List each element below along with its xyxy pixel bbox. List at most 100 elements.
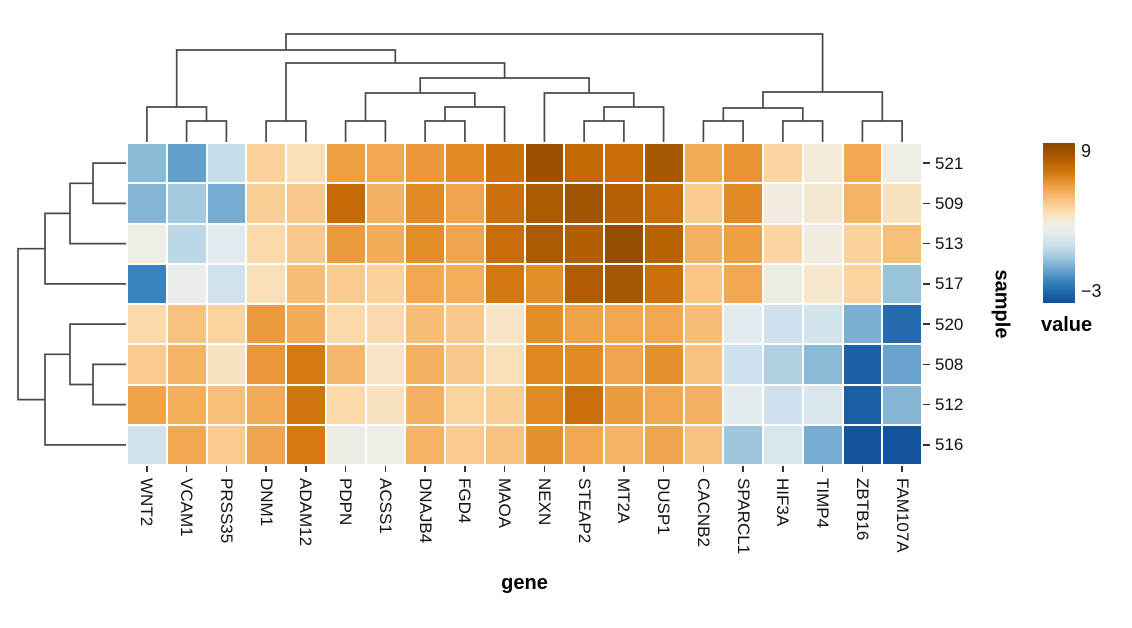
heatmap-cell: [763, 263, 803, 304]
sample-label: 512: [935, 395, 964, 415]
heatmap-cell: [802, 183, 843, 224]
sample-label: 513: [935, 234, 964, 254]
heatmap-cell: [802, 384, 843, 425]
heatmap-cell: [246, 304, 286, 345]
heatmap-cell: [445, 143, 485, 184]
heatmap-cell: [484, 384, 525, 425]
heatmap-cell: [286, 344, 326, 385]
x-tick: [821, 466, 824, 472]
heatmap-cell: [564, 344, 604, 385]
heatmap-cell: [723, 304, 763, 345]
heatmap-cell: [564, 424, 604, 465]
heatmap-cell: [445, 183, 485, 224]
heatmap-cell: [325, 344, 366, 385]
x-tick: [662, 466, 665, 472]
gene-label: ZBTB16: [852, 478, 872, 541]
heatmap-cell: [206, 304, 247, 345]
heatmap-cell: [286, 223, 326, 264]
heatmap-cell: [246, 384, 286, 425]
heatmap-cell: [445, 384, 485, 425]
heatmap-grid: [127, 143, 922, 465]
heatmap-cell: [325, 384, 366, 425]
heatmap-cell: [802, 143, 843, 184]
heatmap-cell: [246, 424, 286, 465]
gene-label: PDPN: [336, 478, 356, 526]
heatmap-cell: [325, 223, 366, 264]
heatmap-cell: [365, 344, 406, 385]
x-tick: [901, 466, 903, 472]
heatmap-cell: [445, 223, 485, 264]
heatmap-cell: [842, 384, 883, 425]
heatmap-cell: [286, 384, 326, 425]
x-tick: [305, 466, 307, 472]
heatmap-cell: [604, 424, 644, 465]
heatmap-cell: [206, 263, 247, 304]
y-tick: [923, 363, 930, 366]
heatmap-cell: [683, 143, 724, 184]
heatmap-cell: [802, 424, 843, 465]
heatmap-cell: [802, 304, 843, 345]
gene-label: STEAP2: [574, 478, 594, 544]
heatmap-cell: [127, 143, 167, 184]
heatmap-cell: [882, 223, 922, 264]
heatmap-cell: [842, 304, 883, 345]
heatmap-cell: [723, 143, 763, 184]
heatmap-cell: [127, 223, 167, 264]
gene-label: DNM1: [256, 478, 276, 527]
heatmap-cell: [842, 223, 883, 264]
heatmap-cell: [643, 424, 684, 465]
y-tick: [923, 283, 930, 285]
heatmap-cell: [445, 304, 485, 345]
heatmap-cell: [127, 263, 167, 304]
heatmap-cell: [325, 424, 366, 465]
heatmap-cell: [325, 263, 366, 304]
heatmap-cell: [445, 263, 485, 304]
heatmap-cell: [683, 223, 724, 264]
heatmap-cell: [365, 183, 406, 224]
heatmap-cell: [643, 183, 684, 224]
row-dendrogram: [17, 162, 126, 446]
heatmap-cell: [763, 183, 803, 224]
gene-label: DNAJB4: [415, 478, 435, 544]
sample-label: 517: [935, 274, 964, 294]
heatmap-cell: [166, 223, 207, 264]
heatmap-cell: [365, 143, 406, 184]
heatmap-cell: [524, 263, 565, 304]
heatmap-cell: [127, 424, 167, 465]
heatmap-cell: [166, 304, 207, 345]
heatmap-cell: [365, 223, 406, 264]
heatmap-cell: [206, 143, 247, 184]
heatmap-cell: [524, 183, 565, 224]
heatmap-cell: [723, 424, 763, 465]
legend-title: value: [1041, 314, 1093, 336]
heatmap-cell: [246, 344, 286, 385]
heatmap-cell: [246, 143, 286, 184]
y-tick: [923, 323, 930, 325]
heatmap-cell: [882, 143, 922, 184]
heatmap-cell: [246, 263, 286, 304]
heatmap-cell: [882, 304, 922, 345]
heatmap-cell: [484, 424, 525, 465]
heatmap-cell: [127, 344, 167, 385]
heatmap-cell: [643, 304, 684, 345]
sample-label: 520: [935, 314, 964, 334]
sample-label: 508: [935, 354, 964, 374]
heatmap-cell: [763, 344, 803, 385]
x-tick: [543, 466, 546, 472]
heatmap-cell: [683, 344, 724, 385]
heatmap-cell: [325, 304, 366, 345]
x-tick: [464, 466, 466, 472]
heatmap-cell: [365, 263, 406, 304]
heatmap-cell: [524, 143, 565, 184]
legend-max-label: 9: [1081, 141, 1092, 162]
x-axis-title: gene: [501, 572, 548, 594]
heatmap-cell: [127, 384, 167, 425]
gene-label: MT2A: [614, 478, 634, 524]
heatmap-cell: [484, 344, 525, 385]
heatmap-cell: [166, 183, 207, 224]
sample-label: 521: [935, 153, 964, 173]
heatmap-cell: [286, 424, 326, 465]
heatmap-cell: [604, 304, 644, 345]
heatmap-cell: [524, 304, 565, 345]
